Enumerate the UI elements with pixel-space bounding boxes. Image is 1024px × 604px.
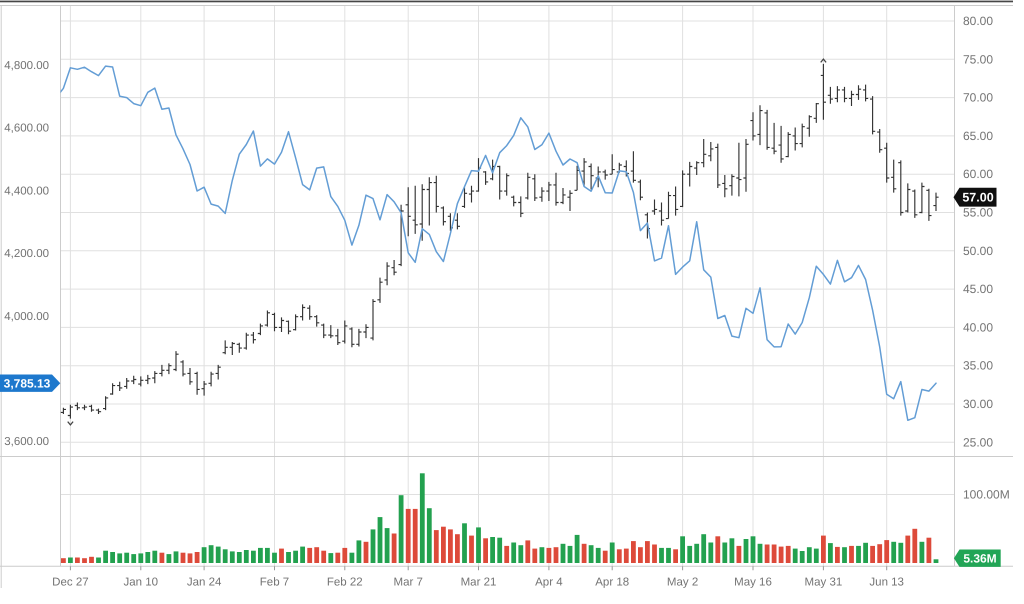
svg-text:70.00: 70.00 <box>963 91 993 105</box>
svg-text:45.00: 45.00 <box>963 282 993 296</box>
svg-text:Mar 21: Mar 21 <box>461 576 497 588</box>
svg-text:Jan 10: Jan 10 <box>124 576 159 588</box>
svg-text:75.00: 75.00 <box>963 52 993 66</box>
svg-text:40.00: 40.00 <box>963 320 993 334</box>
svg-text:80.00: 80.00 <box>963 14 993 28</box>
svg-text:50.00: 50.00 <box>963 244 993 258</box>
svg-text:65.00: 65.00 <box>963 129 993 143</box>
svg-text:4,000.00: 4,000.00 <box>4 311 49 323</box>
svg-text:5.36M: 5.36M <box>963 551 996 565</box>
svg-text:57.00: 57.00 <box>962 191 993 205</box>
svg-text:4,400.00: 4,400.00 <box>4 185 49 197</box>
svg-text:May 16: May 16 <box>734 576 772 588</box>
svg-text:4,200.00: 4,200.00 <box>4 248 49 260</box>
svg-text:Feb 7: Feb 7 <box>260 576 289 588</box>
svg-text:60.00: 60.00 <box>963 167 993 181</box>
svg-text:Dec 27: Dec 27 <box>52 576 88 588</box>
svg-text:Feb 22: Feb 22 <box>327 576 363 588</box>
svg-text:4,600.00: 4,600.00 <box>4 123 49 135</box>
svg-text:May 2: May 2 <box>667 576 698 588</box>
svg-text:3,785.13: 3,785.13 <box>4 376 51 390</box>
svg-text:4,800.00: 4,800.00 <box>4 60 49 72</box>
svg-text:Apr 18: Apr 18 <box>595 576 629 588</box>
svg-text:Jun 13: Jun 13 <box>869 576 904 588</box>
svg-text:25.00: 25.00 <box>963 435 993 449</box>
svg-text:100.00M: 100.00M <box>963 488 1010 502</box>
svg-text:30.00: 30.00 <box>963 397 993 411</box>
svg-text:Mar 7: Mar 7 <box>393 576 422 588</box>
svg-text:3,600.00: 3,600.00 <box>4 436 49 448</box>
svg-text:May 31: May 31 <box>805 576 843 588</box>
svg-text:55.00: 55.00 <box>963 206 993 220</box>
svg-text:Apr 4: Apr 4 <box>535 576 563 588</box>
svg-text:Jan 24: Jan 24 <box>187 576 222 588</box>
svg-text:35.00: 35.00 <box>963 359 993 373</box>
